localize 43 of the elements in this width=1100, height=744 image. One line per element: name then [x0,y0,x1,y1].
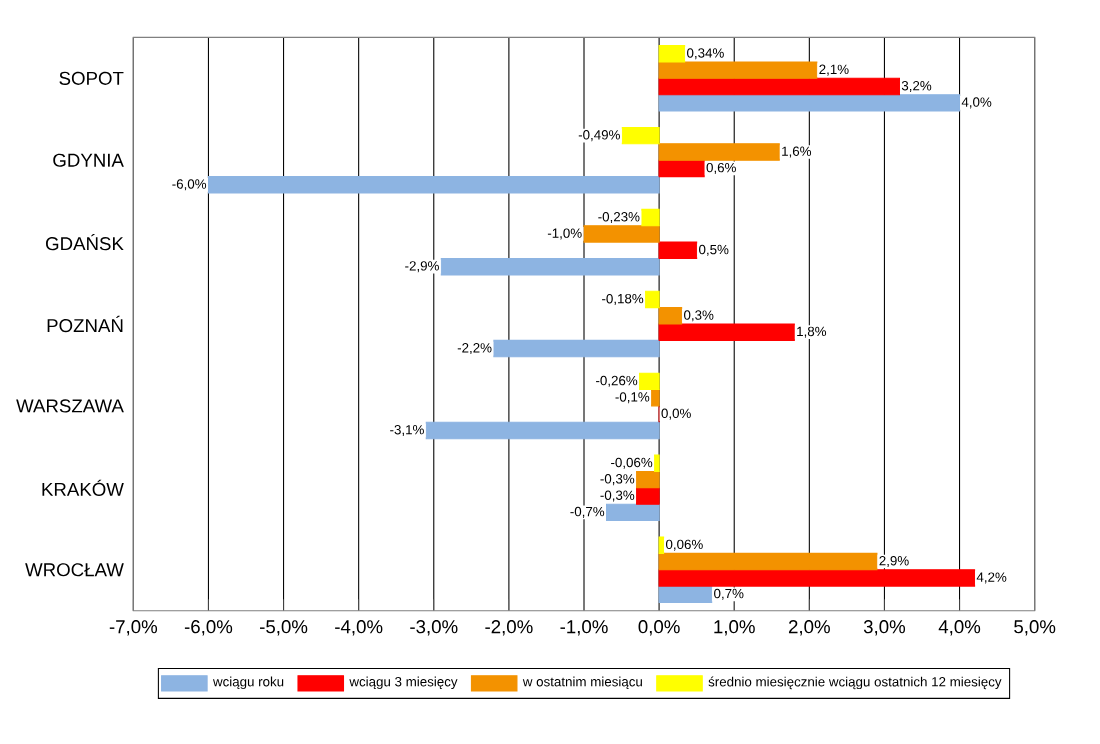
y-tick-label: POZNAŃ [47,315,123,333]
bar [651,389,660,407]
x-tick-label: 1,0% [714,620,755,636]
bar [636,470,660,489]
bar [658,241,698,260]
bar [493,339,660,358]
x-tick-label: -7,0% [109,620,158,636]
bar [621,126,660,145]
x-tick-label: 0,0% [638,620,680,636]
bar [658,94,961,112]
y-tick-label: GDYNIA [53,153,124,167]
y-tick-label: WARSZAWA [16,399,124,413]
bar [207,176,660,194]
bar [658,143,780,161]
bar [658,61,818,79]
bar [658,569,976,587]
y-tick-label: GDAŃSK [46,233,124,251]
x-tick-label: 4,0% [938,620,981,636]
x-tick-label: -1,0% [560,620,608,636]
bar [641,208,660,227]
bar [654,454,660,472]
bar [639,372,660,391]
x-tick-label: 5,0% [1014,620,1056,636]
bar [605,503,660,522]
x-tick-label: -4,0% [335,620,383,636]
x-tick-label: -2,0% [485,620,533,636]
y-tick-label: WROCŁAW [25,563,124,577]
y-tick-label: SOPOT [59,71,124,85]
bar [658,45,686,63]
bar [425,421,660,440]
x-tick-label: -5,0% [260,620,308,636]
x-tick-label: -6,0% [184,620,233,636]
bar [658,77,900,96]
bar [658,307,683,325]
bar [658,159,705,178]
bar [583,225,660,243]
bar [658,536,665,554]
y-tick-label: KRAKÓW [42,479,124,496]
x-tick-label: -3,0% [410,620,458,636]
bar [645,290,660,309]
x-tick-label: 2,0% [788,620,830,636]
x-tick-label: 3,0% [863,620,906,636]
bar [636,487,660,505]
